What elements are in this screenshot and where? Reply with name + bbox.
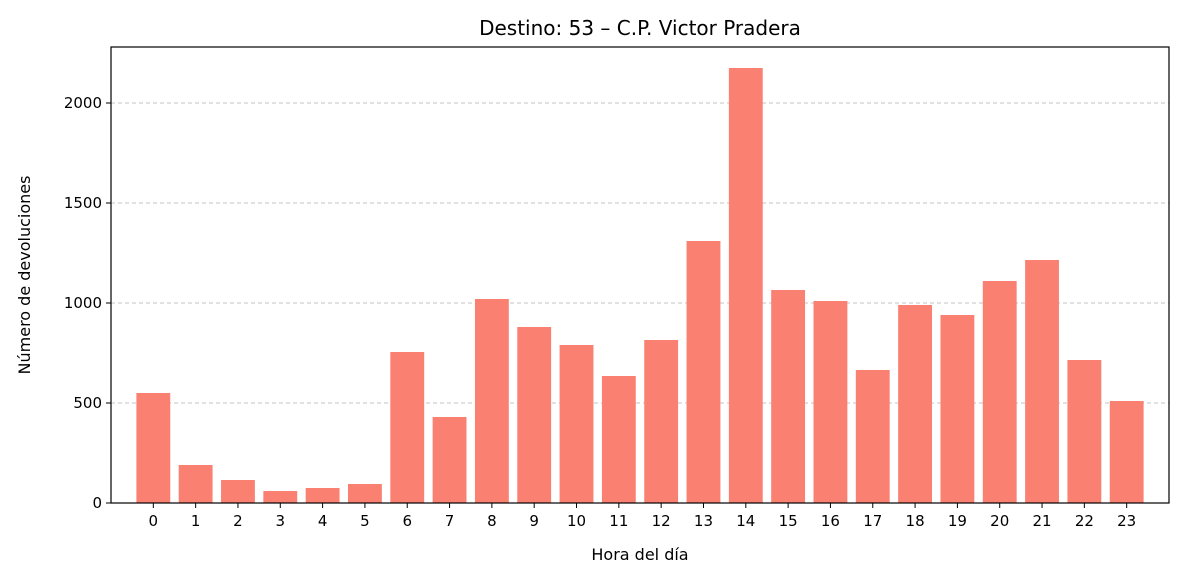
bar-hour-8 [474, 299, 509, 503]
x-tick-label: 1 [191, 512, 201, 530]
bar-hour-3 [263, 491, 298, 503]
bar-hour-22 [1067, 360, 1102, 503]
bar-hour-0 [136, 393, 171, 503]
bar-hour-15 [771, 290, 806, 503]
y-axis-label: Número de devoluciones [15, 176, 34, 375]
x-tick-label: 21 [1032, 512, 1051, 530]
y-tick-label: 500 [73, 394, 102, 412]
bar-hour-9 [517, 327, 552, 503]
bar-hour-16 [813, 301, 848, 503]
x-tick-label: 10 [567, 512, 586, 530]
grid-layer [111, 102, 1169, 404]
bar-hour-18 [898, 305, 933, 503]
x-axis-label: Hora del día [591, 545, 688, 564]
x-tick-label: 12 [652, 512, 671, 530]
bar-hour-20 [982, 281, 1017, 503]
y-tick-label: 0 [92, 494, 102, 512]
bar-hour-5 [347, 484, 382, 503]
x-tick-label: 5 [360, 512, 370, 530]
y-tick-label: 1000 [64, 294, 102, 312]
x-tick-label: 20 [990, 512, 1009, 530]
x-tick-label: 17 [863, 512, 882, 530]
bars-layer [136, 68, 1144, 503]
y-tick-label: 2000 [64, 94, 102, 112]
x-tick-label: 15 [779, 512, 798, 530]
x-tick-label: 3 [276, 512, 286, 530]
bar-hour-23 [1109, 401, 1144, 503]
bar-hour-10 [559, 345, 594, 503]
bar-hour-17 [855, 370, 890, 503]
x-tick-label: 11 [609, 512, 628, 530]
x-tick-label: 16 [821, 512, 840, 530]
bar-hour-21 [1025, 260, 1059, 503]
chart-title: Destino: 53 – C.P. Victor Pradera [479, 16, 801, 40]
x-tick-label: 13 [694, 512, 713, 530]
x-tick-label: 2 [233, 512, 243, 530]
x-tick-label: 19 [948, 512, 967, 530]
x-tick-label: 6 [402, 512, 412, 530]
x-tick-label: 22 [1075, 512, 1094, 530]
x-tick-label: 0 [149, 512, 159, 530]
bar-hour-1 [178, 465, 213, 503]
y-tick-label: 1500 [64, 194, 102, 212]
bar-hour-14 [728, 68, 763, 503]
bar-hour-6 [390, 352, 425, 503]
x-tick-label: 18 [906, 512, 925, 530]
bar-hour-7 [432, 417, 467, 503]
bar-hour-11 [601, 376, 636, 503]
bar-hour-19 [940, 315, 975, 503]
x-tick-label: 23 [1117, 512, 1136, 530]
bar-hour-2 [221, 480, 255, 503]
x-tick-label: 7 [445, 512, 455, 530]
bar-hour-13 [686, 241, 721, 503]
x-tick-label: 9 [529, 512, 539, 530]
bar-hour-12 [644, 340, 679, 503]
x-tick-label: 8 [487, 512, 497, 530]
x-tick-label: 4 [318, 512, 328, 530]
bar-hour-4 [305, 488, 340, 503]
x-tick-label: 14 [736, 512, 755, 530]
axes-frame [110, 46, 1170, 504]
